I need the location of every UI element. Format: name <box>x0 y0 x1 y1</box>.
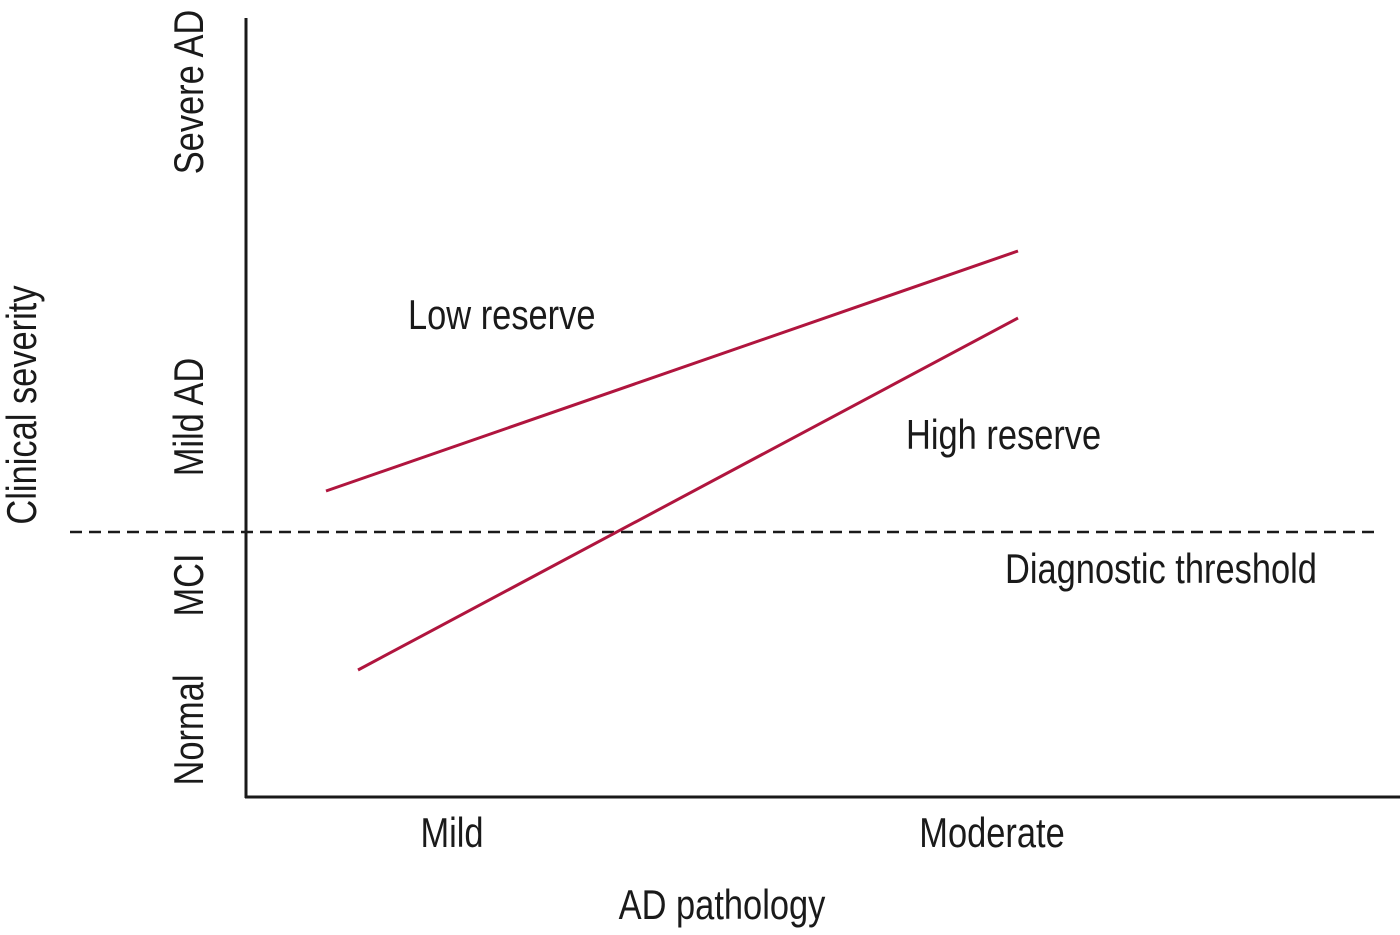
y-label: Normal <box>166 675 213 786</box>
x-axis-title: AD pathology <box>619 882 826 929</box>
line-label: Low reserve <box>408 292 596 339</box>
threshold-label: Diagnostic threshold <box>1005 546 1317 593</box>
x-label: Mild <box>420 810 483 857</box>
x-label: Moderate <box>919 810 1064 857</box>
line-label: High reserve <box>906 412 1101 459</box>
y-label: Severe AD <box>166 10 213 175</box>
low-reserve-line <box>325 249 1019 493</box>
y-label: MCI <box>166 553 213 616</box>
y-label: Mild AD <box>166 358 213 477</box>
y-axis-title: Clinical severity <box>0 285 46 525</box>
high-reserve-line <box>357 316 1019 672</box>
